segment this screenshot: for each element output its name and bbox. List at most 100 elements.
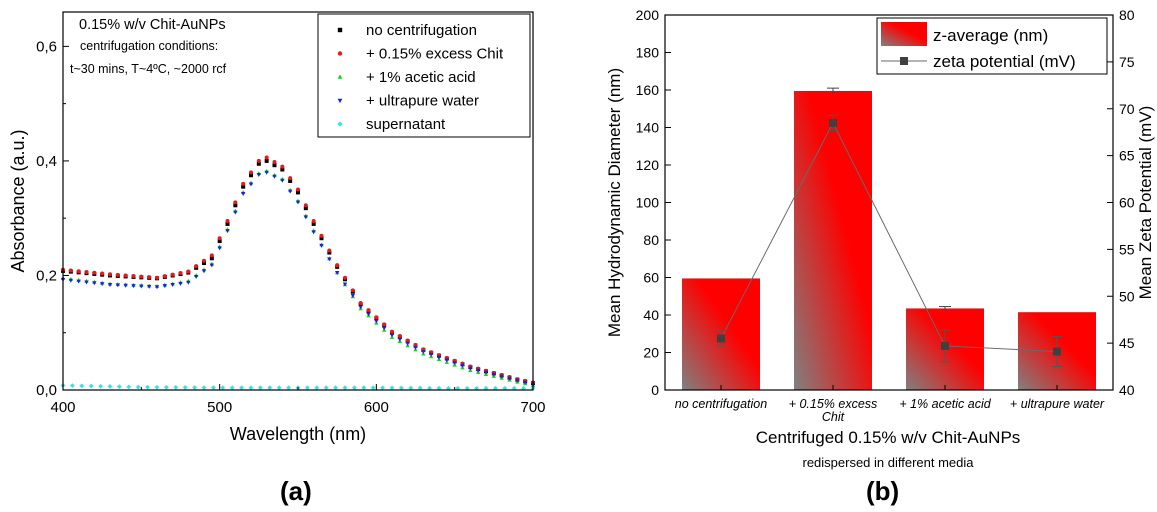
chart-a-point — [382, 322, 387, 327]
chart-a-point — [115, 283, 121, 288]
chart-a-axes: 400 500 600 700 0,0 0,2 0,4 0,6 Wavelength (nm) A… — [8, 11, 546, 444]
chart-a-point — [499, 374, 504, 379]
chart-a-point — [287, 189, 293, 194]
chart-a-point — [358, 300, 363, 305]
chart-a-point — [280, 178, 285, 183]
chart-a-point — [239, 385, 244, 391]
chart-a-point — [311, 230, 316, 235]
chart-a-x-tick-label: 600 — [364, 399, 389, 416]
chart-a-point — [288, 178, 293, 183]
chart-a-x-tick-label: 500 — [207, 399, 232, 416]
chart-a-point — [272, 174, 277, 179]
chart-a-point — [405, 338, 410, 343]
chart-a-point — [76, 279, 81, 284]
chart-a-point — [390, 329, 394, 334]
chart-a-point — [374, 315, 379, 320]
chart-b-y-tick-label: 200 — [636, 7, 660, 23]
chart-a-point — [193, 275, 199, 279]
chart-a-legend-marker — [337, 51, 343, 56]
chart-b-y-tick-label: 140 — [636, 120, 660, 136]
chart-b-y-tick-label: 160 — [636, 82, 660, 98]
chart-a-x-axis-title: Wavelength (nm) — [230, 424, 366, 444]
chart-b-y2-tick-label: 40 — [1119, 382, 1135, 398]
chart-a-point — [209, 263, 215, 268]
chart-a-point — [146, 284, 152, 289]
chart-a-point — [408, 385, 414, 391]
chart-a-point — [164, 384, 169, 390]
chart-a-point — [186, 269, 191, 274]
chart-a-point — [84, 270, 89, 275]
chart-a-point — [522, 380, 528, 385]
chart-a-point — [217, 239, 222, 244]
chart-a-point — [381, 326, 387, 331]
chart-a-point — [333, 385, 338, 391]
panel-label-b: (b) — [866, 476, 900, 506]
chart-a-point — [92, 281, 97, 286]
chart-a-point — [217, 236, 222, 241]
chart-a-point — [99, 282, 105, 287]
chart-b-zeta-point — [717, 334, 725, 343]
chart-a-point — [276, 385, 282, 391]
chart-a-point — [107, 283, 113, 288]
chart-b-y-tick-label: 60 — [643, 270, 659, 286]
chart-a-point — [397, 334, 402, 339]
chart-a-point — [211, 385, 216, 391]
chart-b-y2-tick-label: 75 — [1119, 54, 1135, 70]
chart-a-point — [436, 355, 442, 360]
chart-a-point — [173, 384, 179, 390]
chart-a-point — [220, 385, 226, 391]
chart-a-point — [209, 256, 214, 261]
chart-a-point — [201, 269, 207, 274]
chart-b-x-tick-label: + 0.15% excess — [789, 397, 878, 411]
chart-b-zeta-point — [829, 118, 837, 127]
chart-a-point — [319, 233, 324, 238]
chart-a-point — [264, 170, 269, 175]
chart-a-point — [264, 155, 269, 160]
chart-a-point — [256, 161, 261, 166]
chart-a-point — [79, 383, 85, 389]
chart-a-point — [186, 280, 191, 285]
chart-b-y2-tick-label: 55 — [1119, 241, 1135, 257]
chart-a-point — [405, 341, 410, 346]
chart-b-y2-tick-label: 80 — [1119, 7, 1135, 23]
chart-a-x-tick-label: 400 — [50, 399, 75, 416]
chart-a-point — [413, 345, 418, 350]
chart-a-point — [98, 383, 103, 389]
chart-a-point — [225, 219, 230, 224]
chart-a-point — [303, 206, 308, 211]
chart-a-point — [108, 272, 112, 277]
chart-a-point — [194, 264, 199, 269]
chart-a-point — [366, 312, 371, 317]
chart-a-point — [192, 385, 197, 390]
chart-a-point — [178, 271, 183, 276]
chart-a-point — [131, 284, 136, 289]
chart-a-point — [241, 181, 246, 186]
chart-a-point — [233, 210, 238, 215]
chart-a-point — [460, 363, 465, 368]
chart-a-point — [374, 319, 379, 324]
chart-a-point — [256, 173, 262, 178]
chart-a-point — [240, 191, 246, 196]
chart-a-point — [225, 229, 230, 234]
chart-a-point — [468, 366, 473, 371]
chart-a-point — [92, 270, 97, 275]
chart-b-y-tick-label: 20 — [643, 345, 659, 361]
chart-a-point — [311, 219, 316, 224]
chart-a-point — [170, 272, 175, 277]
chart-a-point — [303, 215, 309, 220]
chart-a-point — [117, 384, 122, 390]
chart-a-point — [217, 246, 222, 251]
chart-b-legend-label: zeta potential (mV) — [933, 52, 1076, 71]
chart-a-point — [249, 173, 253, 178]
chart-b-x-axis-title: Centrifuged 0.15% w/v Chit-AuNPs — [756, 428, 1021, 447]
chart-b-y2-tick-label: 45 — [1119, 335, 1135, 351]
chart-a-point — [68, 278, 74, 283]
chart-a-point — [123, 283, 128, 288]
chart-a-point — [397, 337, 403, 342]
chart-a-y-tick-label: 0,0 — [36, 382, 57, 399]
chart-a-point — [154, 384, 160, 390]
chart-b-legend-bar-swatch — [881, 22, 927, 46]
chart-a-x-tick-label: 700 — [520, 399, 545, 416]
chart-a-point — [202, 261, 206, 266]
